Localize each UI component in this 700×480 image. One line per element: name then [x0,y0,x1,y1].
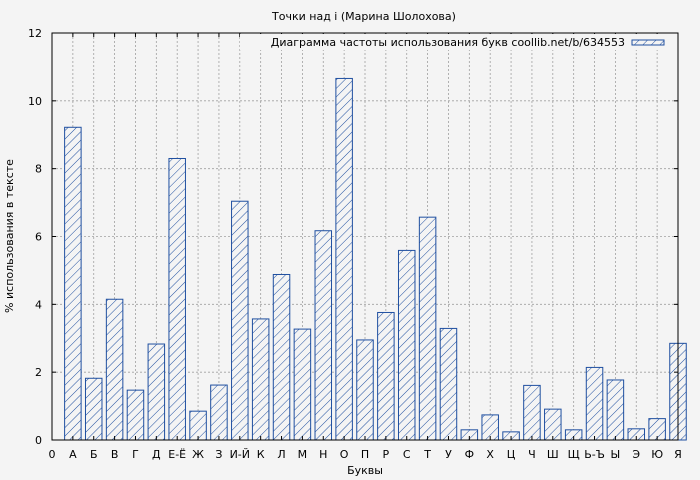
x-tick-label: Ч [528,448,536,461]
x-tick-label: З [215,448,222,461]
bar-В [105,298,124,441]
bars [64,77,687,441]
legend: Диаграмма частоты использования букв coo… [240,34,676,50]
bar-А [64,126,82,441]
bar-Ш [544,408,562,441]
x-tick-label: Л [277,448,285,461]
x-tick-label: У [445,448,452,461]
x-tick-label: Е-Ё [168,448,186,461]
x-tick-label: Ц [507,448,516,461]
y-tick-label: 4 [35,298,42,311]
x-tick-label: Б [90,448,98,461]
x-tick-label: 0 [49,448,56,461]
bar-Ы [606,379,625,441]
bar-Ь-Ъ [585,366,604,441]
bar-З [210,384,228,441]
x-tick-label: С [403,448,411,461]
x-tick-label: И-Й [230,448,250,461]
x-axis-label: Буквы [347,464,383,477]
x-tick-label: Ы [611,448,621,461]
y-tick-label: 0 [35,434,42,447]
y-tick-label: 8 [35,163,42,176]
x-tick-label: К [257,448,265,461]
y-tick-label: 10 [28,95,42,108]
legend-label: Диаграмма частоты использования букв coo… [271,36,625,49]
x-tick-label: Д [152,448,161,461]
bar-К [251,318,270,441]
bar-Т [418,216,437,441]
x-tick-label: П [361,448,369,461]
bar-О [335,77,353,441]
x-tick-label: В [111,448,119,461]
x-tick-label: М [298,448,308,461]
bar-Н [314,230,333,441]
bar-Д [147,343,166,441]
y-axis-ticks: 0 2 4 6 8 10 12 [28,27,678,447]
x-tick-label: Ь-Ъ [584,448,605,461]
x-tick-label: Х [486,448,494,461]
y-tick-label: 6 [35,231,42,244]
x-tick-label: А [69,448,77,461]
x-tick-label: Ю [651,448,663,461]
x-tick-label: Т [423,448,431,461]
y-tick-label: 12 [28,27,42,40]
bar-Л [272,273,291,441]
bar-П [356,339,374,441]
bar-Ж [189,410,207,441]
y-tick-label: 2 [35,366,42,379]
bar-М [293,328,312,441]
bar-Ч [523,384,541,441]
bar-Г [126,389,145,441]
x-tick-label: О [340,448,349,461]
x-tick-label: Г [132,448,139,461]
chart-title: Точки над i (Марина Шолохова) [271,10,456,23]
y-axis-label: % использования в тексте [3,159,16,313]
bar-Б [84,377,103,441]
x-tick-label: Э [632,448,640,461]
bar-Е-Ё [168,157,186,441]
x-tick-label: Ж [192,448,204,461]
x-tick-label: Щ [568,448,580,461]
legend-swatch [631,39,665,46]
x-tick-label: Я [674,448,682,461]
legend-box [240,34,676,50]
bar-И-Й [231,200,249,441]
x-tick-label: Ш [547,448,559,461]
x-tick-label: Ф [465,448,474,461]
x-tick-label: Н [319,448,327,461]
x-axis-ticks: 0 А Б В Г Д Е-Ё Ж З И-Й К Л М Н О П Р С Т У Ф Х Ц Ч Ш Щ Ь-Ъ Ы Э Ю Я [49,33,682,461]
x-tick-label: Р [383,448,390,461]
bar-С [397,249,416,441]
bar-Р [377,311,395,441]
bar-У [439,327,458,441]
